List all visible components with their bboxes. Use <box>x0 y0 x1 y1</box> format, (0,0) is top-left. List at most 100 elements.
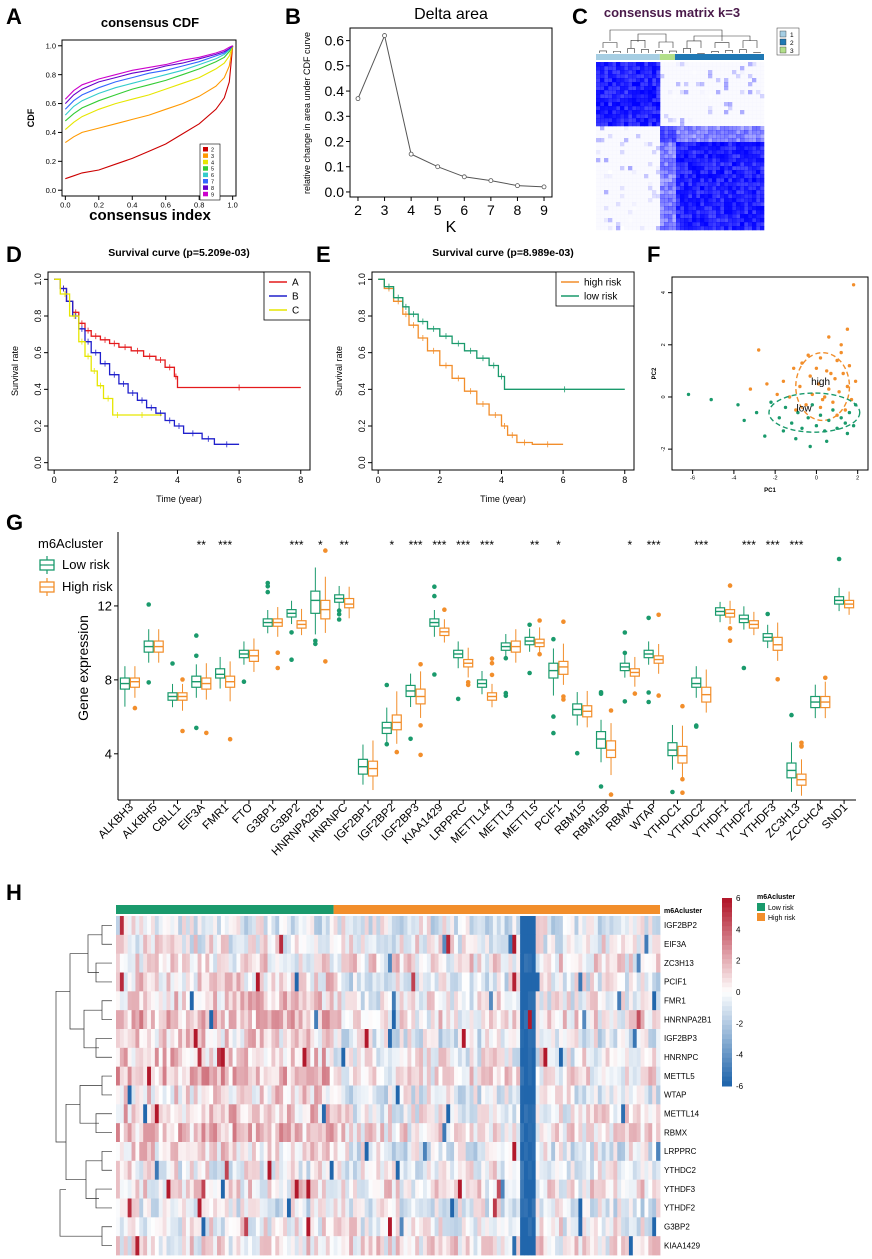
panel-h-cell <box>259 1066 265 1086</box>
panel-c-cell <box>744 198 749 203</box>
panel-h-cell <box>333 1104 338 1124</box>
panel-f-point-high <box>765 382 769 386</box>
panel-h-cell <box>131 972 136 992</box>
panel-g-significance-YTHDF2: *** <box>742 538 756 552</box>
panel-h-cell <box>131 916 136 936</box>
panel-h-cell <box>508 1047 513 1068</box>
panel-h-cell <box>512 1047 517 1068</box>
panel-h-cell <box>590 1066 595 1086</box>
panel-h-cell <box>621 934 626 955</box>
panel-c-cell <box>608 158 612 162</box>
panel-h-cell <box>255 1179 261 1199</box>
panel-h-cell <box>442 991 447 1011</box>
panel-c-cell <box>620 74 625 79</box>
panel-h-cell <box>465 934 470 955</box>
panel-c-cell <box>612 130 616 134</box>
panel-c-cell <box>696 150 701 155</box>
panel-h-cell <box>430 1179 436 1199</box>
panel-h-cell <box>555 1066 560 1086</box>
panel-h-cell <box>403 1123 408 1143</box>
panel-h-cell <box>450 1160 455 1181</box>
panel-h-cell <box>516 1142 521 1162</box>
panel-h-cell <box>524 1010 529 1030</box>
panel-c-cell <box>668 86 672 90</box>
panel-h-cell <box>512 1179 517 1199</box>
panel-h-cell <box>457 1160 463 1181</box>
panel-c-cell <box>708 178 713 183</box>
panel-h-cell <box>644 1010 649 1030</box>
panel-h-cell <box>384 1010 389 1030</box>
panel-c-cell <box>720 170 725 175</box>
panel-h-cell <box>520 1217 525 1237</box>
panel-e-ylabel: Survival rate <box>334 346 344 396</box>
panel-h-cell <box>220 1160 226 1181</box>
panel-h-cell <box>158 1217 164 1237</box>
panel-c-cell <box>636 66 641 71</box>
panel-h-cell <box>640 991 645 1011</box>
panel-c-cell <box>716 226 721 231</box>
panel-c-cell <box>760 190 765 195</box>
panel-h-cell <box>337 1010 342 1030</box>
panel-h-cell <box>271 1066 276 1086</box>
panel-h-cell <box>473 1160 478 1181</box>
panel-g-box-low-KIAA1429-outlier <box>432 672 437 677</box>
panel-h-cell <box>360 916 366 936</box>
panel-c-cell <box>596 154 600 158</box>
panel-h-cell <box>209 1029 214 1049</box>
panel-h-cell <box>236 1047 241 1068</box>
panel-c-cell <box>640 94 645 99</box>
panel-g-box-low-FTO-outlier <box>241 679 247 684</box>
panel-c-cell <box>744 194 749 199</box>
panel-c-cell <box>632 206 636 210</box>
panel-c-cell <box>716 118 720 122</box>
panel-c-cell <box>656 198 660 202</box>
panel-c-cell <box>680 150 685 155</box>
panel-h-cell <box>438 972 443 992</box>
panel-h-cell <box>465 1217 470 1237</box>
panel-c-cell <box>712 178 717 183</box>
panel-c-cell <box>604 82 609 87</box>
panel-h-cell <box>574 1217 579 1237</box>
panel-h-cell <box>648 1010 653 1030</box>
panel-h-cell <box>504 1160 509 1181</box>
panel-c-cell <box>664 86 668 90</box>
panel-h-cell <box>527 972 533 992</box>
panel-h-cell <box>609 1085 614 1105</box>
panel-c-cell <box>660 222 665 227</box>
panel-c-cell <box>612 206 616 210</box>
panel-h-cell <box>489 1047 494 1068</box>
panel-c-cell <box>660 174 665 179</box>
panel-h-cell <box>539 953 544 973</box>
panel-c-cell <box>740 162 745 167</box>
panel-h-cell <box>527 1029 533 1049</box>
panel-c-cell <box>704 162 709 167</box>
panel-c-cell <box>612 202 616 206</box>
panel-h-cell <box>248 1198 253 1218</box>
panel-c-cell <box>744 90 748 94</box>
panel-b-y-tick-label-3: 0.3 <box>325 108 345 124</box>
panel-c-cell <box>708 154 713 159</box>
panel-c-cell <box>644 118 649 123</box>
panel-c-cell <box>604 174 609 179</box>
panel-h-cell <box>139 1085 144 1105</box>
panel-c-cell <box>740 178 745 183</box>
panel-h-cell <box>512 1160 517 1181</box>
panel-c-cell <box>636 110 641 115</box>
panel-h-cell <box>143 953 148 973</box>
panel-c-cell <box>608 222 612 226</box>
panel-c-cell <box>692 190 697 195</box>
panel-h-cell <box>407 972 412 992</box>
panel-c-cell <box>604 186 608 190</box>
panel-h-cell <box>279 1066 284 1086</box>
panel-h-cell <box>162 1010 167 1030</box>
panel-c-cell <box>684 82 689 87</box>
panel-h-cell <box>504 1047 509 1068</box>
panel-h-cell <box>263 1142 268 1162</box>
panel-c-cell <box>752 146 757 151</box>
panel-c-cell <box>636 226 640 230</box>
panel-h-cell <box>154 1217 160 1237</box>
panel-h-cell <box>562 1029 568 1049</box>
panel-g-box-low-HNRNPA2B1-outlier <box>313 641 318 647</box>
panel-h-cell <box>609 1010 614 1030</box>
panel-c-cell <box>624 114 629 119</box>
